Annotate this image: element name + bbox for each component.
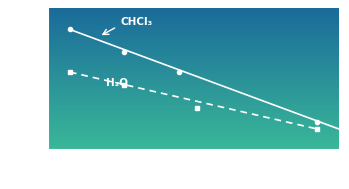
- X-axis label: β: β: [190, 175, 197, 185]
- Text: CHCl₃: CHCl₃: [121, 17, 153, 27]
- Y-axis label: ΔG / Kcal mol⁻¹: ΔG / Kcal mol⁻¹: [4, 45, 13, 114]
- Text: H₂O: H₂O: [106, 78, 128, 88]
